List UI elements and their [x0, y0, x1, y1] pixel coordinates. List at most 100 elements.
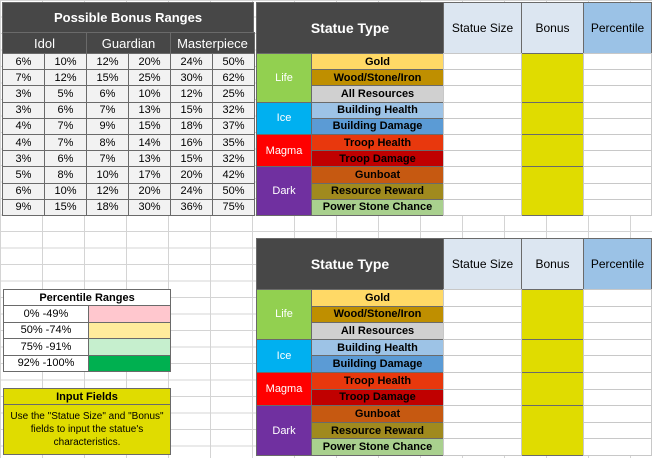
bonus-value: 16%	[170, 134, 213, 152]
statue-type: Troop Health	[311, 134, 444, 152]
bonus-value: 15%	[170, 101, 213, 119]
statue-type: Gunboat	[311, 405, 444, 423]
bonus-value: 30%	[128, 198, 171, 216]
percentile-output	[583, 150, 652, 168]
statue-type: Building Health	[311, 101, 444, 119]
statue-type: Wood/Stone/Iron	[311, 69, 444, 87]
bonus-value: 7%	[86, 150, 129, 168]
element-group: Dark	[256, 166, 312, 216]
size-input	[443, 166, 522, 184]
size-input	[443, 322, 522, 340]
statue-type: Troop Damage	[311, 150, 444, 168]
bonus-value: 10%	[86, 166, 129, 184]
size-input	[443, 182, 522, 200]
size-input	[443, 117, 522, 135]
statue-type: Power Stone Chance	[311, 438, 444, 456]
bonus-value: 7%	[44, 117, 87, 135]
bonus-input	[521, 101, 584, 135]
bonus-value: 14%	[128, 134, 171, 152]
bonus-value: 25%	[128, 69, 171, 87]
percentile-header: Percentile	[583, 238, 652, 290]
bonus-value: 37%	[212, 117, 255, 135]
bonus-input	[521, 53, 584, 103]
percentile-header: Percentile	[583, 2, 652, 54]
statue-type: Troop Damage	[311, 388, 444, 407]
bonus-value: 8%	[86, 134, 129, 152]
bonus-input	[521, 338, 584, 373]
percentile-output	[583, 85, 652, 103]
bonus-value: 6%	[2, 53, 45, 71]
bonus-value: 32%	[212, 101, 255, 119]
bonus-value: 6%	[44, 101, 87, 119]
tier-header: Guardian	[86, 32, 171, 54]
statue-type: All Resources	[311, 322, 444, 340]
element-group: Ice	[256, 101, 312, 135]
percentile-output	[583, 421, 652, 440]
bonus-value: 15%	[128, 117, 171, 135]
percentile-output	[583, 53, 652, 71]
percentile-range: 75% -91%	[3, 338, 89, 356]
bonus-value: 75%	[212, 198, 255, 216]
bonus-value: 50%	[212, 53, 255, 71]
size-input	[443, 372, 522, 390]
bonus-value: 30%	[170, 69, 213, 87]
bonus-value: 12%	[170, 85, 213, 103]
size-input	[443, 85, 522, 103]
bonus-value: 3%	[2, 85, 45, 103]
bonus-value: 6%	[2, 182, 45, 200]
statue-size-header: Statue Size	[443, 238, 522, 290]
percentile-output	[583, 338, 652, 357]
bonus-input	[521, 289, 584, 340]
bonus-value: 5%	[44, 85, 87, 103]
element-group: Magma	[256, 372, 312, 407]
percentile-color	[88, 354, 171, 372]
statue-type: All Resources	[311, 85, 444, 103]
percentile-range: 50% -74%	[3, 321, 89, 339]
element-group: Life	[256, 53, 312, 103]
bonus-value: 13%	[128, 101, 171, 119]
bonus-value: 3%	[2, 101, 45, 119]
percentile-range: 92% -100%	[3, 354, 89, 372]
bonus-value: 12%	[86, 53, 129, 71]
percentile-output	[583, 134, 652, 152]
bonus-value: 7%	[86, 101, 129, 119]
input-title: Input Fields	[3, 388, 171, 405]
bonus-value: 6%	[44, 150, 87, 168]
bonus-value: 12%	[44, 69, 87, 87]
bonus-header: Bonus	[521, 2, 584, 54]
size-input	[443, 405, 522, 423]
bonus-header: Bonus	[521, 238, 584, 290]
percentile-output	[583, 182, 652, 200]
bonus-input	[521, 166, 584, 216]
bonus-value: 17%	[128, 166, 171, 184]
bonus-value: 35%	[212, 134, 255, 152]
element-group: Magma	[256, 134, 312, 168]
bonus-input	[521, 405, 584, 456]
percentile-output	[583, 117, 652, 135]
element-group: Life	[256, 289, 312, 340]
percentile-output	[583, 69, 652, 87]
size-input	[443, 438, 522, 456]
statue-type: Resource Reward	[311, 182, 444, 200]
bonus-value: 7%	[44, 134, 87, 152]
size-input	[443, 101, 522, 119]
bonus-title: Possible Bonus Ranges	[2, 2, 254, 33]
size-input	[443, 150, 522, 168]
size-input	[443, 305, 522, 324]
element-group: Ice	[256, 338, 312, 373]
bonus-value: 8%	[44, 166, 87, 184]
percentile-output	[583, 289, 652, 307]
statue-type: Building Damage	[311, 355, 444, 373]
percentile-color	[88, 305, 171, 323]
tier-header: Idol	[2, 32, 87, 54]
percentile-output	[583, 405, 652, 423]
bonus-value: 3%	[2, 150, 45, 168]
bonus-value: 20%	[170, 166, 213, 184]
statue-type: Wood/Stone/Iron	[311, 305, 444, 324]
bonus-value: 7%	[2, 69, 45, 87]
bonus-value: 9%	[86, 117, 129, 135]
bonus-value: 15%	[44, 198, 87, 216]
input-text: Use the "Statue Size" and "Bonus" fields…	[3, 404, 171, 455]
percentile-color	[88, 321, 171, 339]
bonus-input	[521, 372, 584, 407]
